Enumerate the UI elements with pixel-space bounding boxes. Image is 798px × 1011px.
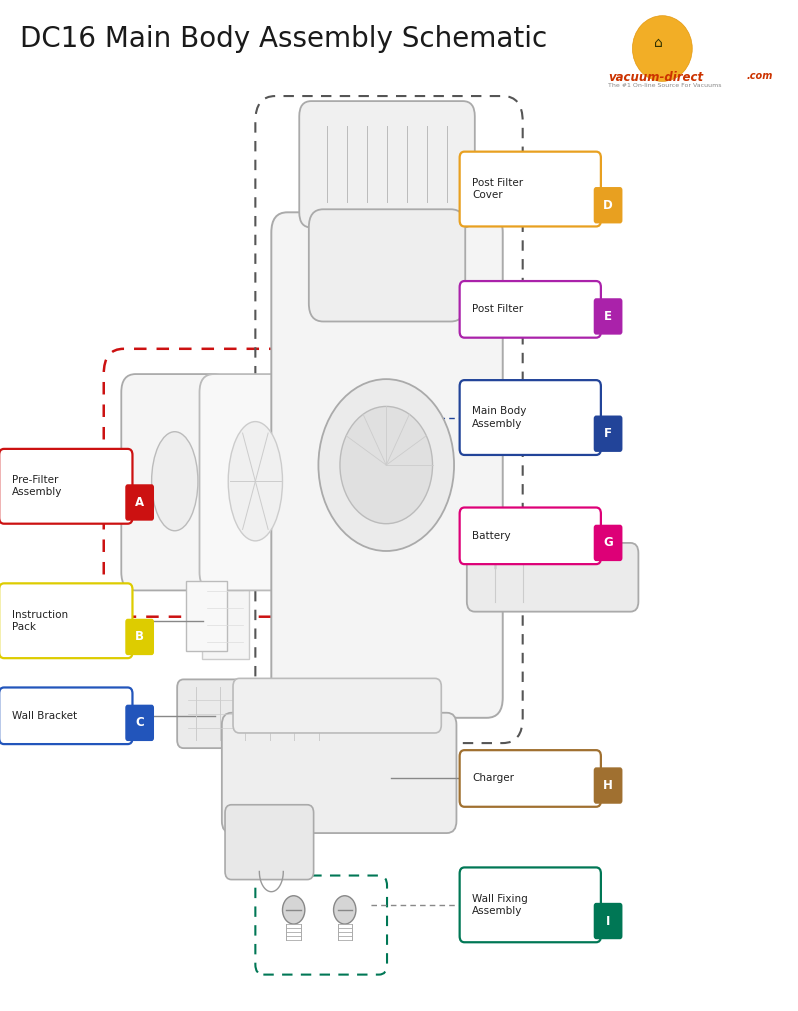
Text: ⌂: ⌂ [654,36,662,51]
FancyBboxPatch shape [0,583,132,658]
FancyBboxPatch shape [594,187,622,223]
FancyBboxPatch shape [460,508,601,564]
Text: Pre-Filter
Assembly: Pre-Filter Assembly [12,475,62,497]
Text: Main Body
Assembly: Main Body Assembly [472,406,527,429]
FancyBboxPatch shape [0,449,132,524]
Text: Post Filter: Post Filter [472,304,523,314]
Text: Post Filter
Cover: Post Filter Cover [472,178,523,200]
Ellipse shape [228,422,282,541]
Text: Instruction
Pack: Instruction Pack [12,610,68,632]
Text: Charger: Charger [472,773,515,784]
FancyBboxPatch shape [299,101,475,227]
Text: C: C [136,717,144,729]
Circle shape [282,896,305,924]
FancyBboxPatch shape [594,416,622,452]
FancyBboxPatch shape [594,298,622,335]
Text: vacuum-direct: vacuum-direct [608,71,703,84]
FancyBboxPatch shape [594,767,622,804]
FancyBboxPatch shape [460,152,601,226]
Text: DC16 Main Body Assembly Schematic: DC16 Main Body Assembly Schematic [20,25,547,54]
FancyBboxPatch shape [309,209,465,321]
FancyBboxPatch shape [594,903,622,939]
Text: Wall Bracket: Wall Bracket [12,711,77,721]
Text: E: E [604,310,612,323]
Text: F: F [604,428,612,440]
Text: H: H [603,779,613,792]
FancyBboxPatch shape [225,805,314,880]
Circle shape [340,406,433,524]
FancyBboxPatch shape [125,705,154,741]
Text: B: B [135,631,144,643]
FancyBboxPatch shape [121,374,228,590]
FancyBboxPatch shape [177,679,338,748]
FancyBboxPatch shape [200,374,312,590]
FancyBboxPatch shape [202,584,249,659]
FancyBboxPatch shape [460,281,601,338]
Text: Battery: Battery [472,531,511,541]
Text: .com: .com [747,71,773,81]
Text: G: G [603,537,613,549]
Ellipse shape [632,16,692,82]
FancyBboxPatch shape [594,525,622,561]
FancyBboxPatch shape [460,750,601,807]
FancyBboxPatch shape [0,687,132,744]
FancyBboxPatch shape [125,484,154,521]
FancyBboxPatch shape [460,380,601,455]
Text: Wall Fixing
Assembly: Wall Fixing Assembly [472,894,528,916]
FancyBboxPatch shape [460,867,601,942]
Ellipse shape [152,432,198,531]
Text: D: D [603,199,613,211]
FancyBboxPatch shape [125,619,154,655]
FancyBboxPatch shape [186,581,227,651]
FancyBboxPatch shape [271,212,503,718]
FancyBboxPatch shape [222,713,456,833]
FancyBboxPatch shape [233,678,441,733]
Text: A: A [135,496,144,509]
Circle shape [334,896,356,924]
Text: The #1 On-line Source For Vacuums: The #1 On-line Source For Vacuums [608,83,721,88]
Text: I: I [606,915,610,927]
FancyBboxPatch shape [467,543,638,612]
Circle shape [318,379,454,551]
